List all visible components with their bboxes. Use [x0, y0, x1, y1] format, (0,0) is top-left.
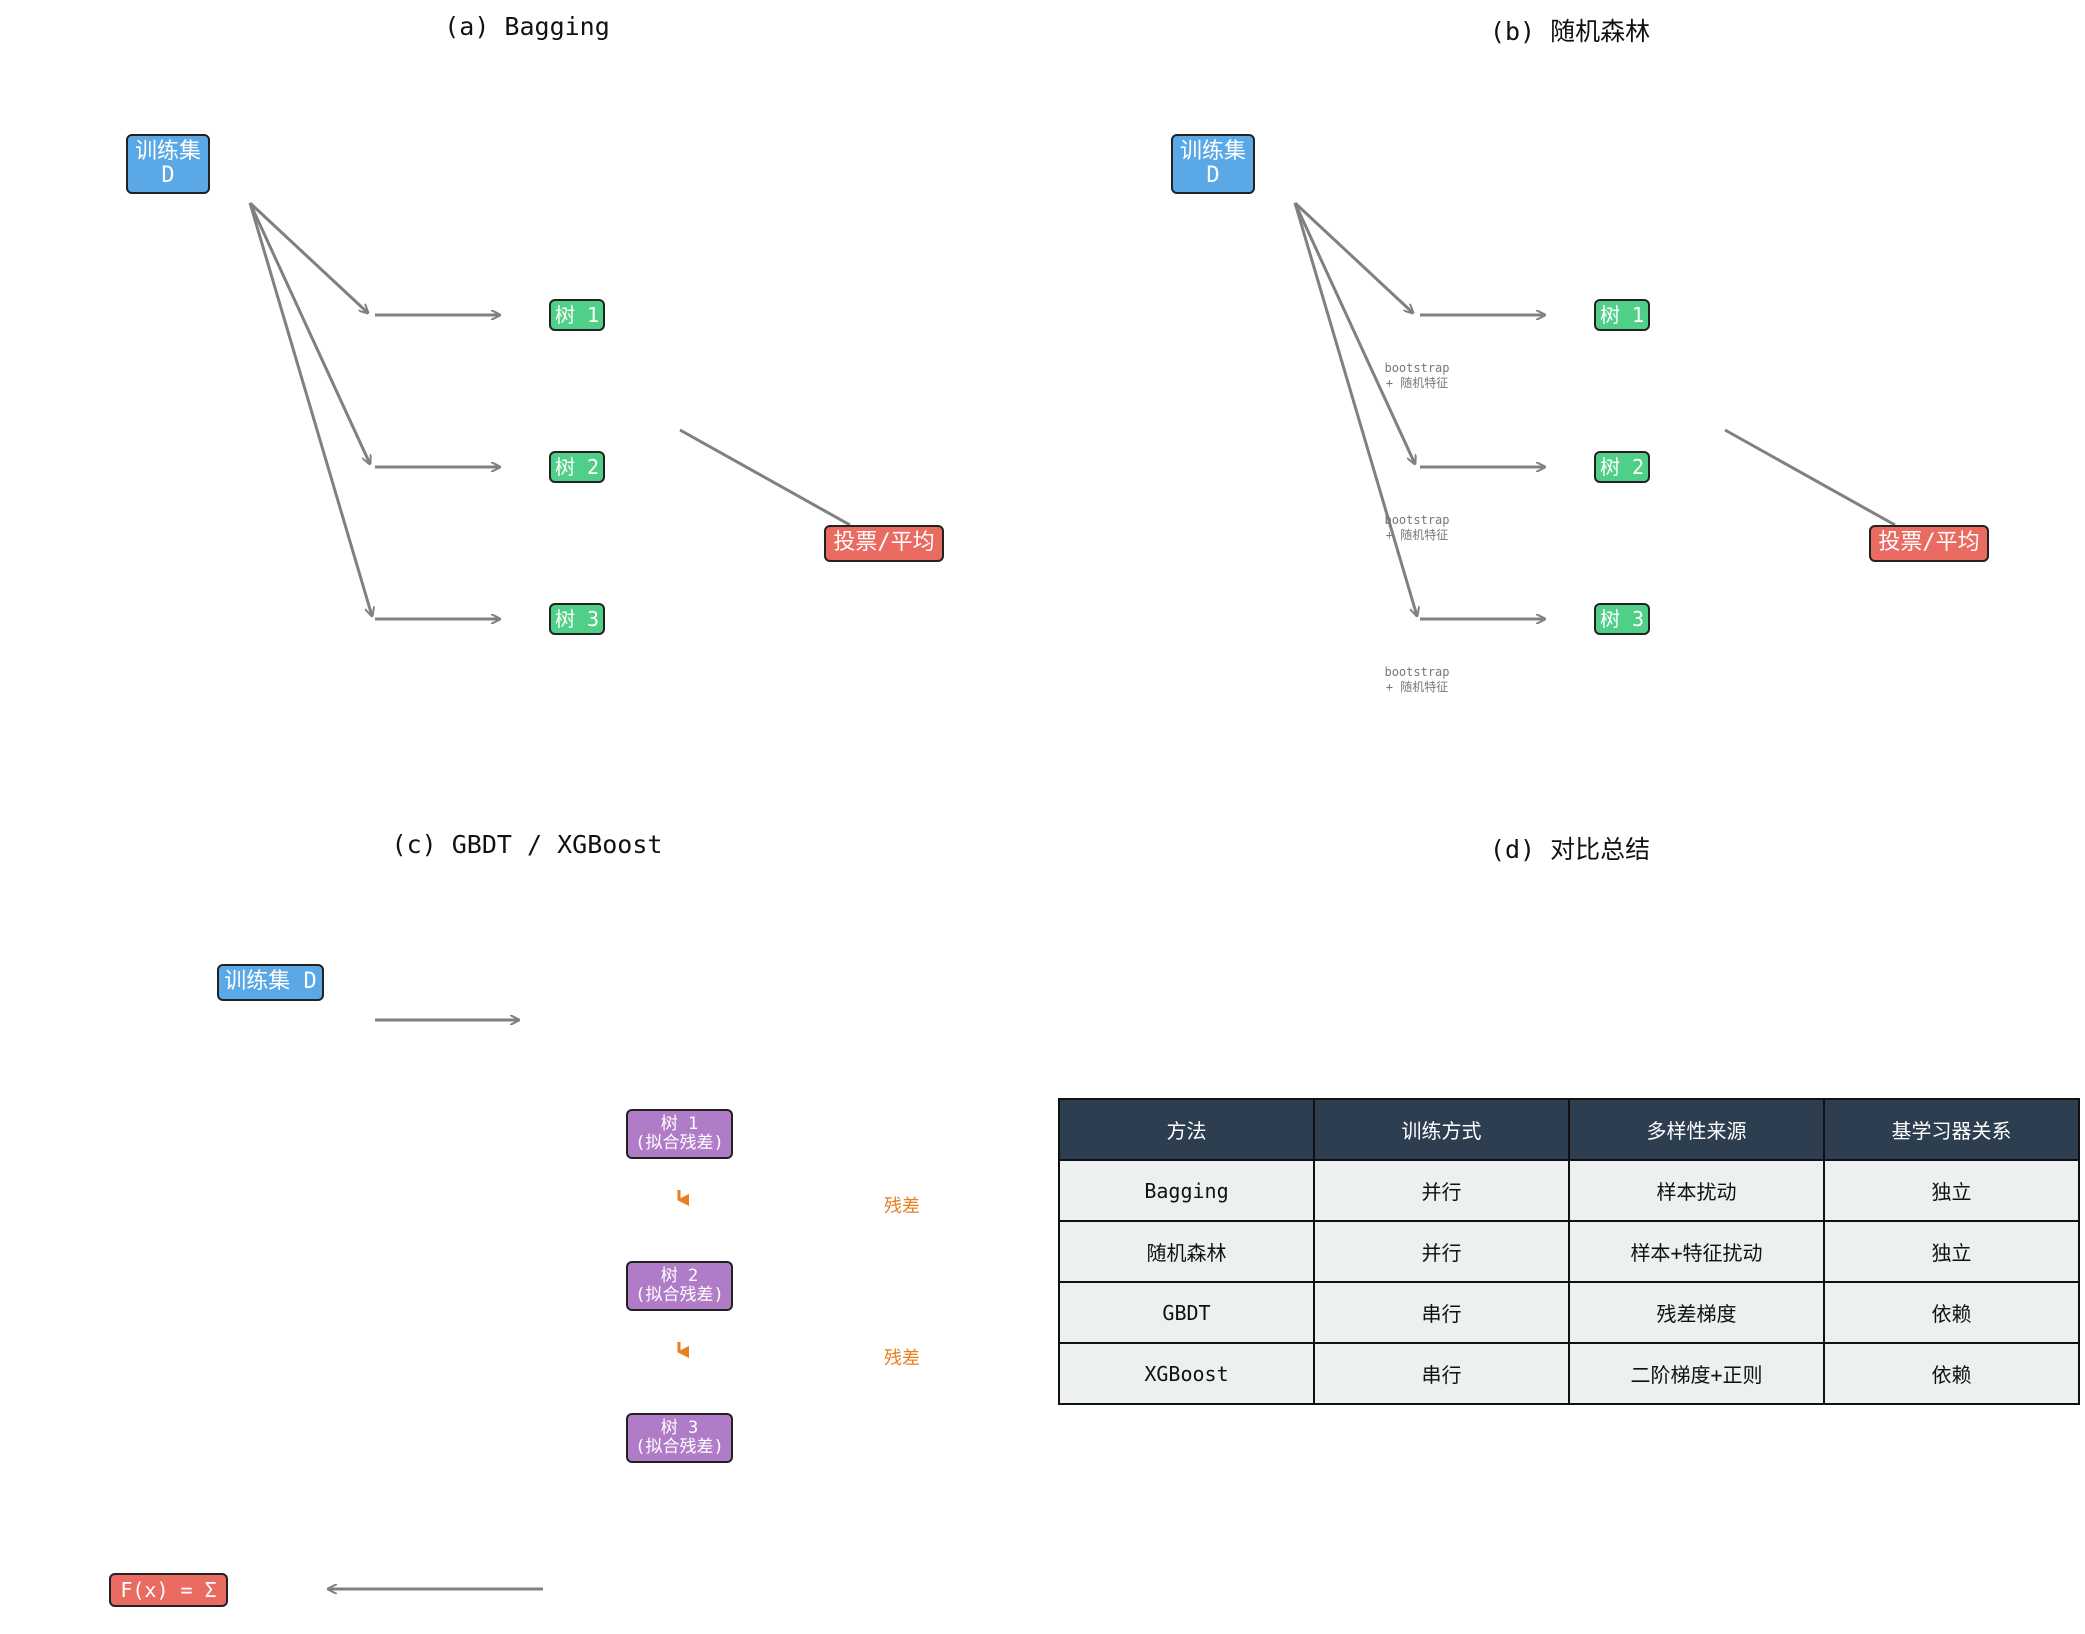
panel-b-title: (b) 随机森林: [1489, 17, 1651, 46]
table-cell: XGBoost: [1058, 1342, 1315, 1405]
table-cell: 随机森林: [1058, 1220, 1315, 1283]
b-aggregate-line: [1724, 428, 1896, 527]
table-row: Bagging 并行 样本扰动 独立: [1058, 1159, 2080, 1222]
c-tree-2-box: 树 2 (拟合残差): [626, 1261, 733, 1311]
b-split-arrow-1: [1293, 201, 1413, 313]
table-row: GBDT 串行 残差梯度 依赖: [1058, 1281, 2080, 1344]
c-train-set-box: 训练集 D: [217, 964, 324, 1001]
table-cell: 依赖: [1823, 1281, 2080, 1344]
a-tree-3-box: 树 3: [549, 603, 605, 635]
b-train-set-box: 训练集 D: [1171, 134, 1255, 194]
table-cell: 残差梯度: [1568, 1281, 1825, 1344]
table-cell: 样本扰动: [1568, 1159, 1825, 1222]
panel-a-title: (a) Bagging: [444, 12, 610, 41]
table-cell: Bagging: [1058, 1159, 1315, 1222]
b-note-1: bootstrap + 随机特征: [1384, 361, 1450, 390]
table-cell: 样本+特征扰动: [1568, 1220, 1825, 1283]
a-aggregate-box: 投票/平均: [824, 525, 944, 562]
a-tree-2-box: 树 2: [549, 451, 605, 483]
c-tree-3-box: 树 3 (拟合残差): [626, 1413, 733, 1463]
table-cell: 串行: [1313, 1281, 1570, 1344]
table-cell: 并行: [1313, 1220, 1570, 1283]
b-tree-2-box: 树 2: [1594, 451, 1650, 483]
c-tree-1-box: 树 1 (拟合残差): [626, 1109, 733, 1159]
panel-c-title: (c) GBDT / XGBoost: [391, 830, 663, 859]
b-note-2: bootstrap + 随机特征: [1384, 513, 1450, 542]
table-cell: GBDT: [1058, 1281, 1315, 1344]
table-cell: 并行: [1313, 1159, 1570, 1222]
b-aggregate-box: 投票/平均: [1869, 525, 1989, 562]
a-split-arrow-2: [248, 202, 370, 464]
a-train-set-box: 训练集 D: [126, 134, 210, 194]
table-header-cell: 多样性来源: [1568, 1098, 1825, 1161]
comparison-table: 方法 训练方式 多样性来源 基学习器关系 Bagging 并行 样本扰动 独立 …: [1058, 1098, 2080, 1405]
a-aggregate-line: [679, 428, 851, 527]
panel-d-title: (d) 对比总结: [1489, 835, 1651, 864]
b-tree-3-box: 树 3: [1594, 603, 1650, 635]
table-cell: 独立: [1823, 1220, 2080, 1283]
c-residual-label-2: 残差: [884, 1348, 920, 1369]
table-cell: 依赖: [1823, 1342, 2080, 1405]
a-tree-1-box: 树 1: [549, 299, 605, 331]
table-cell: 独立: [1823, 1159, 2080, 1222]
table-header-cell: 训练方式: [1313, 1098, 1570, 1161]
table-row: 随机森林 并行 样本+特征扰动 独立: [1058, 1220, 2080, 1283]
table-header-cell: 方法: [1058, 1098, 1315, 1161]
b-tree-1-box: 树 1: [1594, 299, 1650, 331]
a-split-arrow-3: [248, 202, 372, 616]
b-note-3: bootstrap + 随机特征: [1384, 665, 1450, 694]
b-split-arrow-2: [1293, 202, 1415, 464]
c-residual-label-1: 残差: [884, 1196, 920, 1217]
table-row: XGBoost 串行 二阶梯度+正则 依赖: [1058, 1342, 2080, 1405]
table-header-row: 方法 训练方式 多样性来源 基学习器关系: [1058, 1098, 2080, 1161]
c-output-box: F(x) = Σ: [109, 1573, 228, 1607]
table-cell: 二阶梯度+正则: [1568, 1342, 1825, 1405]
b-split-arrow-3: [1293, 202, 1417, 616]
a-split-arrow-1: [248, 201, 368, 313]
table-cell: 串行: [1313, 1342, 1570, 1405]
table-header-cell: 基学习器关系: [1823, 1098, 2080, 1161]
